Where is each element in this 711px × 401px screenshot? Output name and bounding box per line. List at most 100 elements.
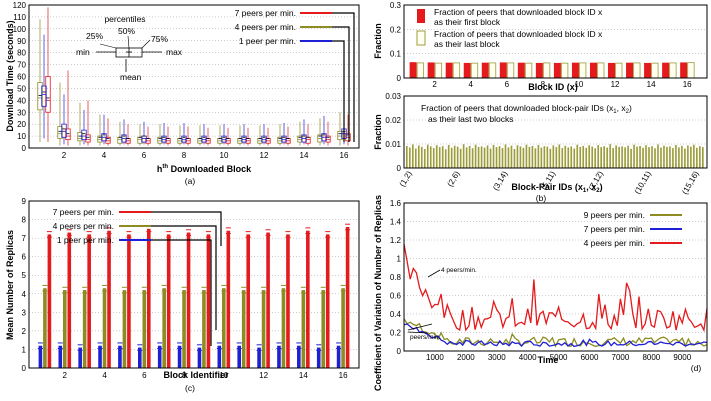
bt-bar-last — [488, 62, 497, 79]
bb-bar — [408, 147, 411, 168]
a-box — [81, 129, 87, 141]
panel-b-top-x-ticks: 2 4 6 8 10 12 14 16 — [432, 80, 692, 89]
c-bar — [82, 290, 87, 368]
d-ytick-label: 0.8 — [390, 273, 402, 282]
bt-bar-first — [535, 62, 543, 78]
bb-bar — [600, 147, 602, 168]
d-xtick-label: 3000 — [488, 353, 506, 362]
legend-c-leader-2 — [151, 225, 217, 330]
panel-b-top-legend: Fraction of peers that downloaded block … — [416, 7, 603, 49]
bb-bar — [501, 148, 504, 168]
bt-bar-last — [597, 62, 605, 79]
c-bar — [222, 288, 226, 368]
c-bar — [261, 290, 266, 368]
bb-bar — [417, 145, 420, 168]
c-ytick-label: 1 — [22, 345, 27, 354]
bt-xtick-label: 4 — [469, 80, 474, 89]
bt-bar-last — [434, 62, 443, 79]
bb-bar — [591, 146, 594, 168]
panel-b-top-x-axis-label: Block ID (x) — [528, 82, 578, 92]
d-line-7peers — [403, 323, 708, 348]
legend-d-4peers: 4 peers per min. — [584, 238, 645, 248]
bb-bar — [525, 144, 528, 168]
bt-bar-first — [553, 62, 561, 78]
panel-b-bottom-frame — [403, 95, 708, 169]
a-box — [105, 136, 111, 144]
c-ytick-label: 5 — [22, 271, 27, 280]
bb-bar — [651, 146, 653, 168]
bb-bar — [447, 144, 450, 168]
bb-bar — [564, 145, 567, 168]
bb-bar — [546, 146, 549, 168]
bb-bar — [612, 148, 614, 168]
c-xtick-label: 10 — [219, 371, 228, 380]
a-box — [337, 130, 343, 141]
bt-ytick-label: 0.3 — [390, 1, 402, 10]
bb-bar — [663, 145, 665, 168]
a-xtick-label: 10 — [220, 151, 229, 160]
panel-b-top-bars — [409, 62, 695, 79]
c-bar — [47, 234, 52, 368]
d-xtick-label: 7000 — [612, 353, 630, 362]
bb-bar — [618, 146, 620, 168]
c-ytick-label: 3 — [22, 308, 27, 317]
bt-xtick-label: 6 — [505, 80, 510, 89]
bb-bar — [462, 144, 465, 168]
bb-bar — [624, 147, 626, 168]
c-bar — [87, 234, 91, 368]
bt-bar-first — [662, 62, 670, 78]
panel-d-annotation-line-1 — [407, 323, 433, 331]
d-xtick-label: 8000 — [642, 353, 660, 362]
bb-bar — [702, 147, 704, 168]
panel-b-top-gridlines — [404, 29, 707, 54]
bt-xtick-label: 8 — [541, 80, 546, 89]
c-ytick-label: 0 — [22, 364, 27, 373]
bb-bar — [678, 147, 680, 168]
bb-bar — [468, 145, 471, 168]
bb-bar — [594, 148, 597, 168]
legend-c-7peers: 7 peers per min. — [53, 207, 114, 217]
a-box — [85, 134, 91, 143]
c-bar — [102, 288, 107, 368]
a-box — [161, 135, 167, 143]
c-bar — [177, 345, 182, 368]
legend-a-7peers: 7 peers per min. — [235, 8, 296, 18]
bb-bar — [414, 148, 417, 168]
d-ytick-label: 1.4 — [390, 218, 402, 227]
c-bar — [226, 230, 231, 368]
c-ytick-label: 6 — [22, 253, 27, 262]
a-box — [201, 135, 207, 143]
bb-bar — [411, 144, 414, 168]
bb-bar — [627, 145, 629, 168]
legend-p50-pointer — [127, 35, 130, 49]
bb-bar — [471, 148, 474, 168]
panel-d-frame — [403, 202, 708, 352]
c-bar — [138, 347, 142, 368]
bb-bar — [429, 146, 432, 168]
panel-d-annotation-arrow — [427, 269, 441, 278]
bb-bar — [579, 146, 582, 168]
c-bar — [241, 290, 246, 368]
bb-xtick-label: (3,14) — [491, 169, 509, 192]
bb-bar — [681, 145, 683, 168]
legend-a-leader-3 — [332, 40, 345, 142]
bb-bar — [480, 146, 483, 168]
c-bar — [142, 290, 147, 368]
bb-ytick-label: 0.01 — [385, 140, 401, 149]
a-box — [241, 135, 247, 143]
bb-bar — [687, 145, 689, 168]
bb-bar — [690, 146, 692, 168]
bt-xtick-label: 10 — [574, 80, 583, 89]
bt-bar-last — [542, 62, 551, 79]
c-ytick-label: 7 — [22, 234, 27, 243]
a-box — [297, 135, 303, 143]
panel-b-bottom-y-ticks: 0 0.01 0.02 0.03 — [385, 92, 401, 173]
panel-d-annotation-4peers: 4 peers/min. — [441, 267, 477, 274]
panel-d-annotation-peers: peers/min. — [410, 334, 441, 341]
bb-bar — [438, 147, 441, 168]
bb-bar — [483, 147, 486, 168]
bt-bar-first — [445, 62, 453, 78]
panel-d-caption: (d) — [691, 363, 702, 373]
bt-bar-first — [680, 62, 688, 78]
panel-d-cv-replicas: 0 0.2 0.4 0.6 0.8 1 1.2 1.4 1.6 1000 2000 3000 4000… — [373, 195, 708, 391]
